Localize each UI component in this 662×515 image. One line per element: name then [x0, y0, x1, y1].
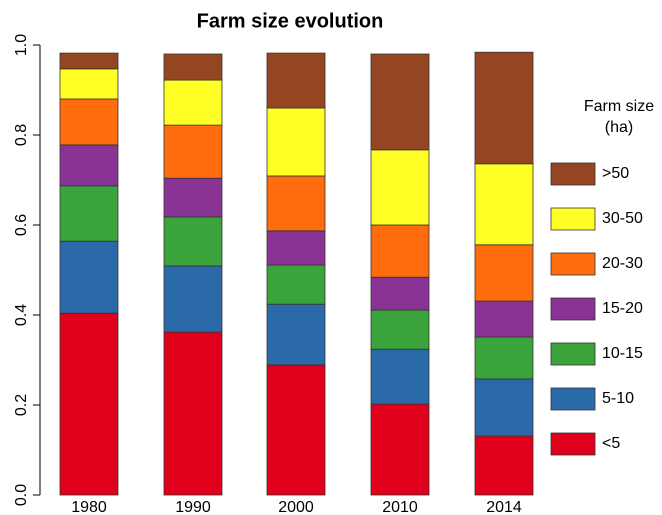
bar-segment: [59, 68, 119, 100]
bar-segment: [59, 240, 119, 314]
bar-segment: [474, 244, 534, 302]
bar-segment: [163, 265, 223, 333]
bar-segment: [370, 149, 430, 226]
x-tick-label: 1990: [175, 499, 211, 515]
y-tick-label: 0.0: [13, 484, 30, 506]
legend-label: 10-15: [602, 345, 643, 362]
bar-segment: [163, 177, 223, 218]
bar-segment: [59, 98, 119, 146]
bar-segment: [474, 163, 534, 246]
legend-swatch: [550, 387, 596, 411]
legend-swatch: [550, 342, 596, 366]
bar-segment: [163, 331, 223, 496]
bar-segment: [59, 185, 119, 242]
y-tick-label: 0.6: [13, 214, 30, 236]
legend-label: 30-50: [602, 210, 643, 227]
x-tick-label: 2014: [486, 499, 522, 515]
bar-segment: [370, 276, 430, 311]
legend-label: 20-30: [602, 255, 643, 272]
bar-segment: [474, 435, 534, 496]
legend-title: (ha): [605, 119, 633, 136]
y-tick-label: 0.4: [13, 304, 30, 326]
bar-segment: [163, 124, 223, 179]
legend-label: <5: [602, 435, 620, 452]
bar-segment: [266, 303, 326, 366]
legend-swatch: [550, 297, 596, 321]
x-tick-label: 1980: [71, 499, 107, 515]
legend-swatch: [550, 252, 596, 276]
legend-swatch: [550, 162, 596, 186]
chart-title: Farm size evolution: [197, 10, 384, 32]
bar-segment: [59, 144, 119, 187]
bar-segment: [266, 175, 326, 232]
x-tick-label: 2010: [382, 499, 418, 515]
bar-segment: [474, 336, 534, 380]
bar-segment: [474, 51, 534, 165]
bar-segment: [370, 309, 430, 350]
bar-segment: [163, 79, 223, 126]
y-tick-label: 1.0: [13, 34, 30, 56]
bar-segment: [163, 216, 223, 267]
legend-label: 5-10: [602, 390, 634, 407]
bar-segment: [370, 348, 430, 405]
bar-segment: [370, 224, 430, 278]
bar-segment: [266, 364, 326, 496]
y-tick-label: 0.8: [13, 124, 30, 146]
bar-segment: [266, 264, 326, 305]
x-tick-label: 2000: [278, 499, 314, 515]
bar-segment: [266, 52, 326, 109]
bar-segment: [370, 403, 430, 496]
bar-segment: [59, 52, 119, 70]
bar-segment: [370, 53, 430, 151]
legend-swatch: [550, 432, 596, 456]
bar-segment: [59, 312, 119, 496]
bar-segment: [474, 300, 534, 338]
bar-segment: [474, 378, 534, 437]
bar-segment: [163, 53, 223, 81]
bar-segment: [266, 107, 326, 177]
legend-label: 15-20: [602, 300, 643, 317]
y-tick-label: 0.2: [13, 394, 30, 416]
legend-swatch: [550, 207, 596, 231]
bar-segment: [266, 230, 326, 266]
legend-label: >50: [602, 165, 629, 182]
legend-title: Farm size: [584, 98, 654, 115]
